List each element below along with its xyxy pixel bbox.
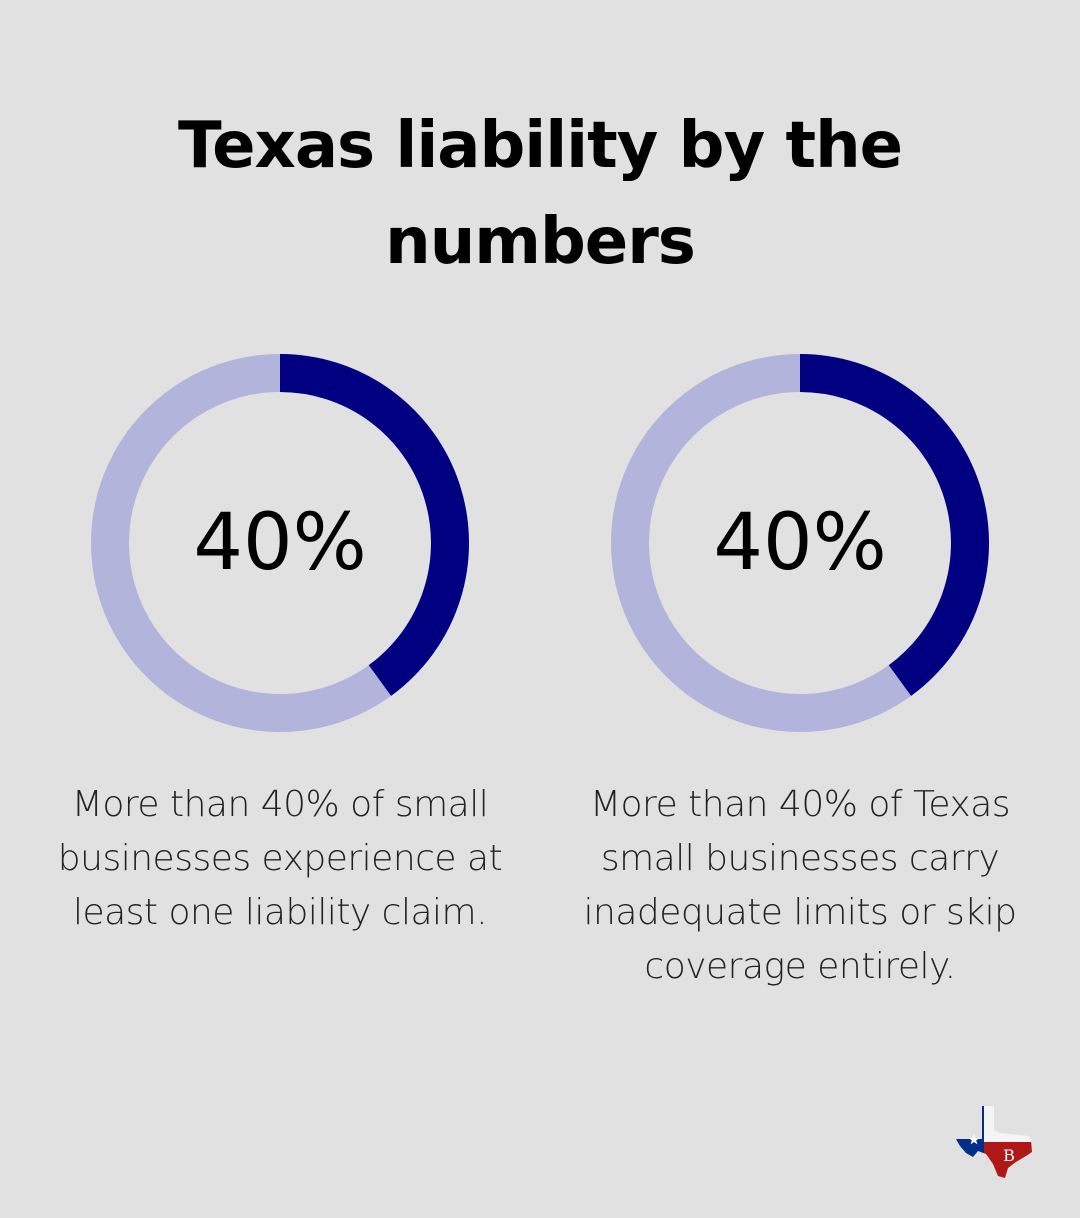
stat-description: More than 40% of Texas small businesses … <box>583 784 1017 987</box>
donut-value-arc <box>279 354 469 696</box>
texas-flag-map-logo: B <box>956 1106 1032 1178</box>
stat-card-claims: 40% More than 40% of small businesses ex… <box>20 354 540 940</box>
donut-chart: 40% <box>611 354 989 732</box>
logo-monogram: B <box>1003 1146 1015 1165</box>
donut-value-arc <box>799 354 989 696</box>
donut-chart: 40% <box>91 354 469 732</box>
donut-value-label: 40% <box>193 498 366 588</box>
star-icon <box>968 1134 980 1145</box>
stat-description: More than 40% of small businesses experi… <box>57 784 503 933</box>
donut-value-label: 40% <box>713 498 886 588</box>
stat-card-coverage: 40% More than 40% of Texas small busines… <box>540 354 1060 994</box>
page-title: Texas liability by the numbers <box>177 109 903 279</box>
